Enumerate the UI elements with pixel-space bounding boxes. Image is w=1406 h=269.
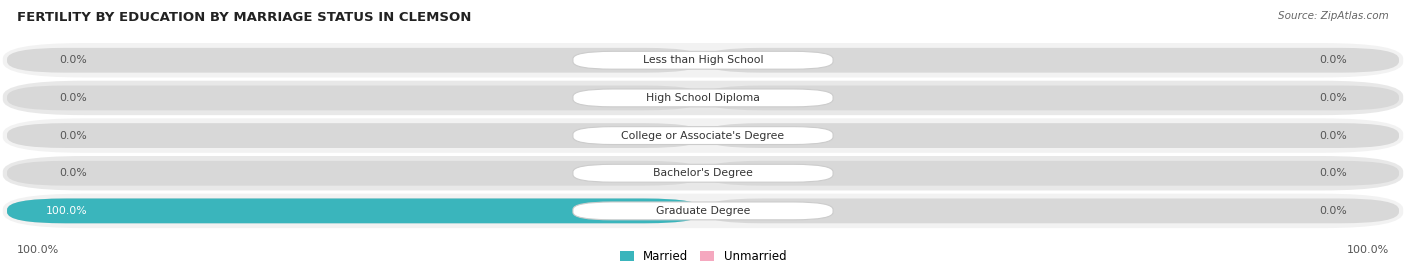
FancyBboxPatch shape xyxy=(7,161,703,186)
Text: 0.0%: 0.0% xyxy=(1319,206,1347,216)
FancyBboxPatch shape xyxy=(703,86,1399,110)
FancyBboxPatch shape xyxy=(3,118,1403,153)
FancyBboxPatch shape xyxy=(7,199,703,223)
Text: 0.0%: 0.0% xyxy=(1319,55,1347,65)
FancyBboxPatch shape xyxy=(3,81,1403,115)
Text: Less than High School: Less than High School xyxy=(643,55,763,65)
Text: 100.0%: 100.0% xyxy=(17,245,59,255)
FancyBboxPatch shape xyxy=(703,48,1399,73)
Text: 100.0%: 100.0% xyxy=(1347,245,1389,255)
FancyBboxPatch shape xyxy=(703,123,1399,148)
FancyBboxPatch shape xyxy=(7,199,703,223)
Text: Graduate Degree: Graduate Degree xyxy=(655,206,751,216)
Text: High School Diploma: High School Diploma xyxy=(647,93,759,103)
FancyBboxPatch shape xyxy=(574,51,832,69)
Text: Bachelor's Degree: Bachelor's Degree xyxy=(652,168,754,178)
Text: 0.0%: 0.0% xyxy=(59,168,87,178)
Text: Source: ZipAtlas.com: Source: ZipAtlas.com xyxy=(1278,11,1389,21)
FancyBboxPatch shape xyxy=(3,43,1403,77)
FancyBboxPatch shape xyxy=(7,86,703,110)
FancyBboxPatch shape xyxy=(703,199,1399,223)
Text: 0.0%: 0.0% xyxy=(1319,93,1347,103)
Text: 0.0%: 0.0% xyxy=(59,130,87,141)
FancyBboxPatch shape xyxy=(703,161,1399,186)
FancyBboxPatch shape xyxy=(7,123,703,148)
FancyBboxPatch shape xyxy=(3,194,1403,228)
Text: FERTILITY BY EDUCATION BY MARRIAGE STATUS IN CLEMSON: FERTILITY BY EDUCATION BY MARRIAGE STATU… xyxy=(17,11,471,24)
Text: 0.0%: 0.0% xyxy=(59,93,87,103)
Text: College or Associate's Degree: College or Associate's Degree xyxy=(621,130,785,141)
FancyBboxPatch shape xyxy=(574,164,832,182)
Text: 0.0%: 0.0% xyxy=(1319,130,1347,141)
FancyBboxPatch shape xyxy=(3,156,1403,190)
FancyBboxPatch shape xyxy=(574,127,832,144)
FancyBboxPatch shape xyxy=(7,48,703,73)
Text: 0.0%: 0.0% xyxy=(59,55,87,65)
Text: 100.0%: 100.0% xyxy=(45,206,87,216)
FancyBboxPatch shape xyxy=(574,89,832,107)
FancyBboxPatch shape xyxy=(574,202,832,220)
Legend: Married, Unmarried: Married, Unmarried xyxy=(620,250,786,263)
Text: 0.0%: 0.0% xyxy=(1319,168,1347,178)
